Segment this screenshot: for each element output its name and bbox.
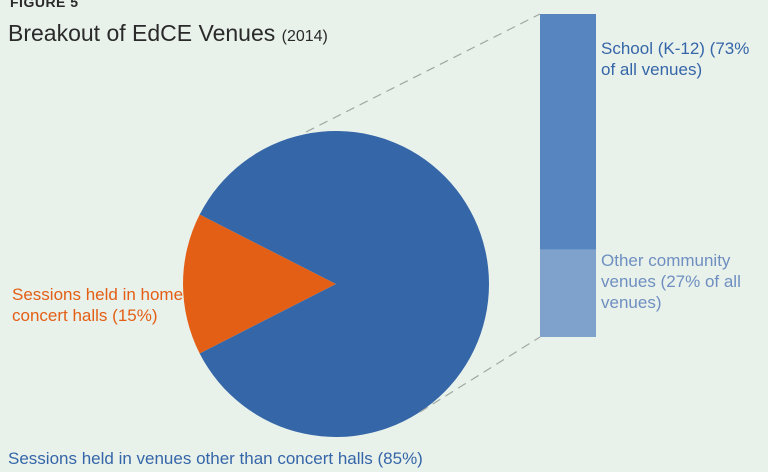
pie-label-other-venues: Sessions held in venues other than conce…: [8, 449, 423, 468]
pie-slice-other-venues: [199, 131, 490, 437]
connector-line-top: [305, 13, 541, 133]
chart-title: Breakout of EdCE Venues (2014): [8, 20, 328, 47]
connector-line-bottom: [419, 336, 541, 413]
pie-slice-home-concert-halls: [183, 214, 336, 354]
bar-label-community: Other community venues (27% of all venue…: [601, 251, 741, 312]
chart-title-text: Breakout of EdCE Venues: [8, 20, 276, 46]
bar-label-school: School (K-12) (73% of all venues): [601, 39, 750, 79]
bar-segment-school: [540, 14, 596, 250]
bar-segment-community: [540, 249, 596, 337]
pie-label-home-concert-halls: Sessions held in home concert halls (15%…: [12, 285, 184, 325]
chart-title-year: (2014): [281, 28, 328, 45]
figure-label: FIGURE 5: [10, 0, 79, 10]
